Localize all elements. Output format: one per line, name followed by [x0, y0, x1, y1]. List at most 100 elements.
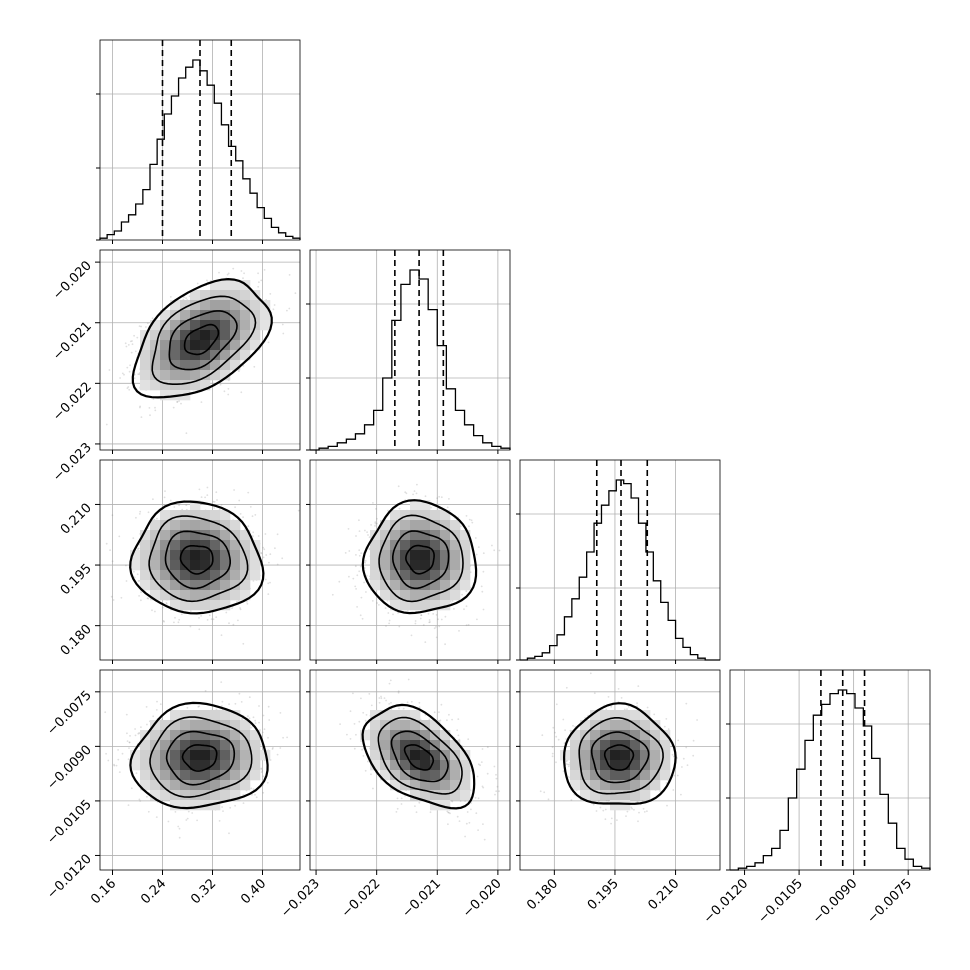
histogram-step	[520, 479, 720, 661]
sample-point	[247, 491, 250, 494]
density-cell	[450, 560, 461, 571]
density-cell	[220, 550, 231, 561]
density-cell	[230, 520, 241, 531]
sample-point	[273, 304, 276, 306]
density-cell	[180, 520, 191, 531]
sample-point	[414, 622, 417, 625]
sample-point	[146, 597, 149, 600]
sample-point	[200, 401, 203, 403]
sample-point	[206, 486, 209, 489]
sample-point	[477, 546, 480, 548]
density-cell	[160, 510, 171, 521]
sample-point	[440, 496, 443, 499]
sample-point	[234, 506, 237, 509]
density-cell	[200, 330, 211, 341]
density-cell	[460, 560, 471, 571]
sample-point	[239, 513, 242, 515]
sample-point	[460, 525, 462, 528]
density-cell	[190, 520, 201, 531]
density-cell	[240, 350, 251, 361]
sample-point	[420, 614, 423, 617]
sample-point	[126, 366, 129, 369]
density-cell	[170, 300, 181, 311]
density-cell	[230, 560, 241, 571]
density-cell	[150, 590, 161, 601]
density-cell	[190, 300, 201, 311]
density-cell	[430, 580, 441, 591]
density-cell	[180, 570, 191, 581]
sample-point	[261, 380, 264, 383]
sample-point	[410, 634, 413, 637]
density-cell	[170, 350, 181, 361]
density-cell	[430, 530, 441, 541]
sample-point	[252, 580, 255, 582]
density-cell	[230, 530, 241, 541]
density-cell	[190, 500, 201, 511]
sample-point	[397, 612, 399, 614]
sample-point	[186, 817, 189, 820]
sample-point	[491, 544, 493, 547]
sample-point	[231, 607, 233, 609]
density-cell	[410, 590, 421, 601]
density-cell	[140, 580, 151, 591]
density-cell	[230, 280, 241, 291]
sample-point	[138, 325, 141, 327]
histogram-step	[310, 269, 511, 451]
sample-point	[178, 618, 181, 621]
sample-point	[364, 560, 367, 562]
sample-point	[398, 507, 401, 510]
sample-point	[288, 307, 291, 310]
sample-point	[238, 499, 241, 502]
density-cell	[170, 340, 181, 351]
density-cell	[240, 320, 251, 331]
sample-point	[247, 525, 250, 528]
density-cell	[170, 520, 181, 531]
density-cell	[420, 560, 431, 571]
density-cell	[220, 590, 231, 601]
sample-point	[196, 282, 199, 285]
sample-point	[139, 406, 141, 409]
sample-point	[413, 490, 416, 492]
sample-point	[180, 613, 183, 616]
density-cell	[410, 500, 421, 511]
sample-point	[433, 627, 436, 630]
density-cell	[450, 570, 461, 581]
density-cell	[430, 550, 441, 561]
sample-point	[257, 272, 259, 275]
sample-point	[424, 495, 427, 498]
sample-point	[269, 581, 271, 584]
sample-point	[228, 622, 230, 625]
sample-point	[474, 537, 477, 539]
density-cell	[250, 330, 261, 341]
sample-point	[468, 525, 470, 528]
sample-point	[185, 504, 188, 506]
sample-point	[465, 515, 468, 517]
density-cell	[170, 330, 181, 341]
density-cell	[230, 320, 241, 331]
sample-point	[232, 623, 235, 626]
density-cell	[190, 380, 201, 391]
density-cell	[160, 320, 171, 331]
density-cell	[140, 340, 151, 351]
density-cell	[430, 520, 441, 531]
sample-point	[371, 600, 374, 602]
density-cell	[190, 590, 201, 601]
sample-point	[111, 560, 114, 563]
density-cell	[200, 550, 211, 561]
sample-point	[376, 522, 378, 525]
sample-point	[200, 496, 203, 498]
density-cell	[400, 540, 411, 551]
sample-point	[82, 374, 84, 376]
sample-point	[471, 521, 474, 524]
density-cell	[240, 560, 251, 571]
sample-point	[430, 506, 432, 509]
density-cell	[430, 560, 441, 571]
sample-point	[365, 591, 367, 593]
sample-point	[137, 373, 140, 375]
density-cell	[410, 550, 421, 561]
density-cell	[390, 530, 401, 541]
sample-point	[440, 618, 443, 621]
contour-line	[179, 545, 214, 575]
panel-frame	[99, 39, 301, 241]
density-cell	[430, 540, 441, 551]
